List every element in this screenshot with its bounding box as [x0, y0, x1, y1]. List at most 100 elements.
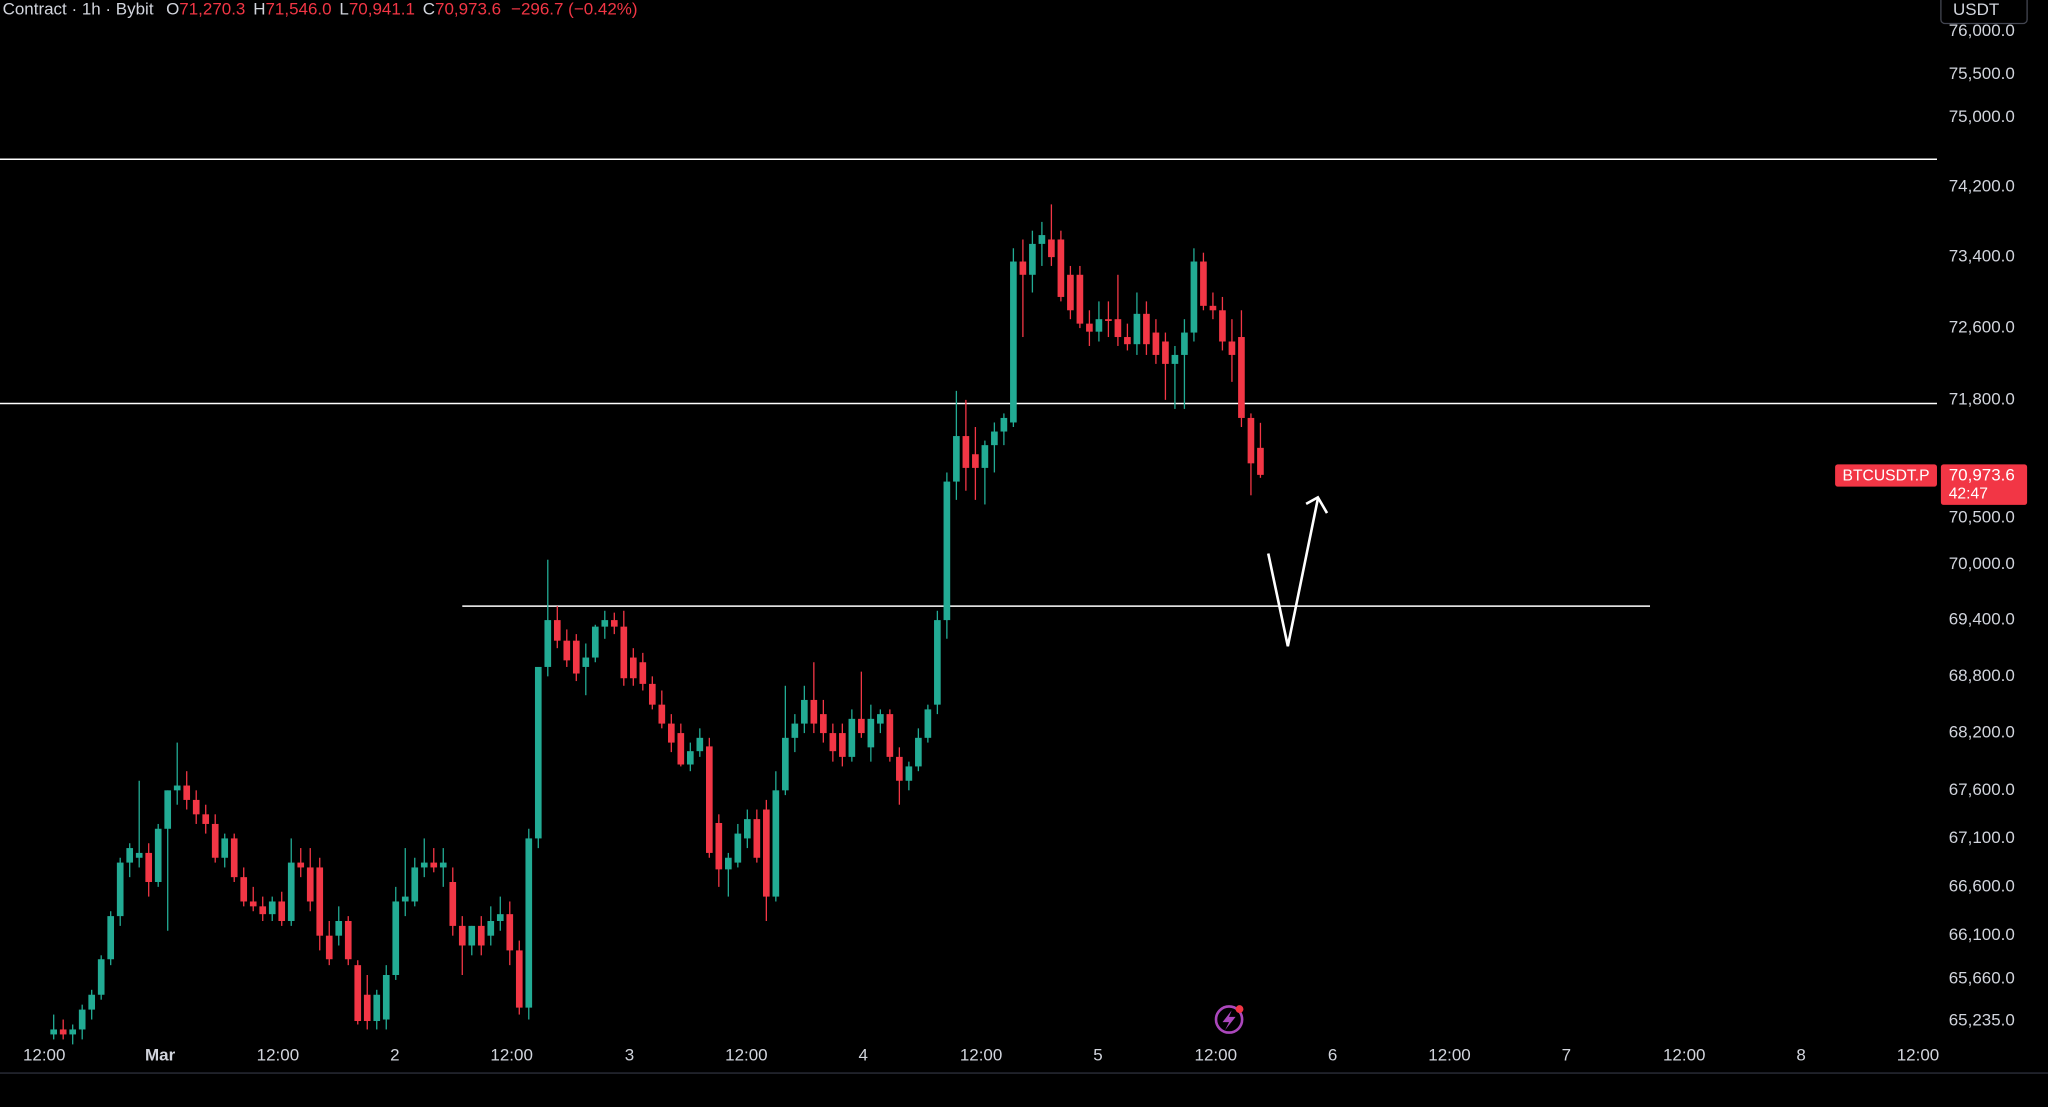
- x-tick-label: Mar: [145, 1046, 176, 1065]
- y-tick-label: 68,800.0: [1949, 666, 2015, 685]
- candle-body: [221, 838, 229, 858]
- x-tick-label: 12:00: [1897, 1046, 1939, 1065]
- arrow-head: [1305, 495, 1329, 514]
- candle-body: [1228, 341, 1236, 355]
- candle-body: [820, 714, 827, 734]
- candle-body: [1000, 417, 1008, 432]
- y-tick-label: 71,800.0: [1949, 389, 2015, 408]
- candle-body: [449, 882, 457, 926]
- candle-body: [791, 723, 799, 738]
- candle-body: [1124, 337, 1131, 345]
- lightning-icon[interactable]: [1214, 1005, 1244, 1034]
- candle-body: [344, 920, 352, 960]
- candle-body: [705, 746, 713, 853]
- candle-body: [373, 994, 381, 1022]
- candle-body: [297, 862, 305, 868]
- candle-body: [1209, 305, 1217, 311]
- x-tick-label: 12:00: [490, 1046, 532, 1065]
- y-tick-label: 67,600.0: [1949, 780, 2015, 799]
- y-tick-label: 72,600.0: [1949, 318, 2015, 337]
- candle-body: [1200, 261, 1207, 306]
- icon-dot[interactable]: [1235, 1005, 1244, 1014]
- candle-body: [69, 1029, 77, 1035]
- candle-body: [591, 626, 599, 658]
- candle-body: [496, 914, 504, 921]
- icon-ring[interactable]: [1214, 1005, 1244, 1034]
- icon-bolt[interactable]: [1222, 1010, 1236, 1030]
- candle-body: [88, 994, 96, 1010]
- candle-body: [829, 733, 837, 752]
- x-tick-label: 6: [1328, 1046, 1337, 1065]
- candle-body: [1038, 235, 1046, 244]
- candle-body: [515, 950, 523, 1008]
- candle-body: [772, 790, 780, 897]
- y-tick-label: 66,100.0: [1949, 925, 2015, 944]
- candle-body: [896, 756, 903, 781]
- candle-body: [1181, 332, 1188, 355]
- countdown: 42:47: [1949, 486, 1988, 503]
- x-tick-label: 12:00: [23, 1046, 65, 1065]
- candle-body: [763, 809, 770, 897]
- price-tag: 70,973.6: [1949, 466, 2015, 485]
- candle-body: [1086, 323, 1093, 332]
- candle-body: [715, 822, 723, 870]
- candle-body: [582, 657, 590, 667]
- candle-body: [401, 896, 409, 902]
- projection-arrow: [1266, 498, 1320, 647]
- candle-body: [1133, 313, 1141, 345]
- currency[interactable]: USDT: [1953, 0, 1999, 19]
- candle-body: [686, 751, 694, 765]
- candle-body: [915, 737, 922, 767]
- ohlc-key: L: [339, 0, 348, 19]
- candle-body: [753, 819, 761, 858]
- y-tick-label: 75,000.0: [1949, 107, 2015, 126]
- ohlc-key: O: [166, 0, 179, 19]
- candle-body: [1143, 313, 1150, 345]
- candle-body: [477, 925, 485, 946]
- candle-body: [563, 640, 571, 661]
- candle-body: [420, 862, 428, 868]
- candle-body: [839, 733, 846, 757]
- candle-body: [306, 867, 314, 902]
- y-tick-label: 74,200.0: [1949, 176, 2015, 195]
- candle-body: [801, 699, 808, 724]
- candle-body: [953, 436, 960, 482]
- candle-body: [943, 481, 951, 621]
- candle-body: [363, 994, 371, 1022]
- candle-body: [782, 737, 789, 791]
- candle-body: [278, 901, 286, 921]
- candle-body: [1095, 319, 1103, 332]
- symbol-source: Contract · 1h · Bybit: [3, 0, 154, 19]
- candle-body: [1238, 337, 1245, 418]
- x-tick-label: 4: [859, 1046, 868, 1065]
- candle-body: [962, 436, 970, 468]
- candle-body: [211, 823, 219, 858]
- x-tick-label: 7: [1562, 1046, 1571, 1065]
- candle-body: [1057, 239, 1065, 297]
- x-tick-label: 12:00: [257, 1046, 299, 1065]
- ohlc-key: H: [253, 0, 265, 19]
- candle-body: [135, 852, 143, 858]
- candle-body: [905, 766, 913, 781]
- candle-body: [487, 920, 495, 936]
- candle-body: [202, 814, 210, 824]
- x-tick-label: 12:00: [725, 1046, 767, 1065]
- candle-body: [145, 852, 153, 883]
- currency-box[interactable]: [1940, 0, 2028, 25]
- candle-body: [354, 965, 362, 1022]
- candle-body: [259, 906, 267, 915]
- candle-body: [154, 828, 162, 883]
- y-tick-label: 76,000.0: [1949, 21, 2015, 40]
- candle-body: [78, 1009, 86, 1030]
- candle-body: [50, 1029, 58, 1035]
- candle-body: [848, 718, 856, 757]
- candle-body: [458, 925, 466, 946]
- candle-body: [192, 799, 200, 815]
- price-change: −296.7 (−0.42%): [511, 0, 637, 19]
- candle-body: [934, 620, 941, 705]
- ohlc-value: 70,973.6: [435, 0, 501, 19]
- y-tick-label: 68,200.0: [1949, 723, 2015, 742]
- candle-body: [924, 709, 932, 738]
